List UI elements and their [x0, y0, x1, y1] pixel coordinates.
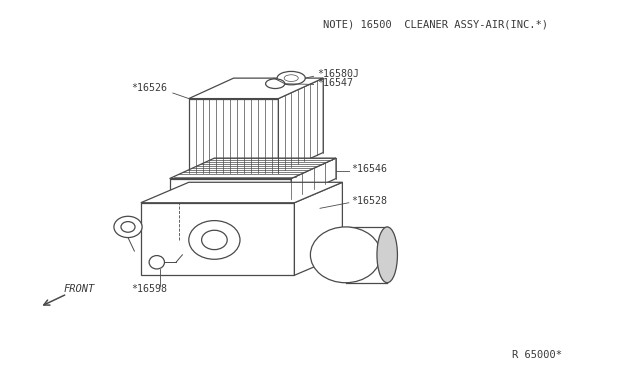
Polygon shape	[170, 179, 291, 199]
Polygon shape	[189, 78, 323, 99]
Ellipse shape	[121, 222, 135, 232]
Text: FRONT: FRONT	[64, 284, 95, 294]
Ellipse shape	[277, 71, 305, 85]
Text: *16526: *16526	[131, 83, 167, 93]
Ellipse shape	[266, 79, 285, 89]
Text: *16546: *16546	[351, 164, 387, 174]
Ellipse shape	[284, 75, 298, 81]
Ellipse shape	[377, 227, 397, 283]
Polygon shape	[189, 99, 278, 173]
Text: *16580J: *16580J	[317, 69, 359, 79]
Polygon shape	[294, 182, 342, 275]
Polygon shape	[291, 158, 336, 199]
Ellipse shape	[149, 256, 164, 269]
Text: R 65000*: R 65000*	[512, 350, 562, 360]
Polygon shape	[278, 78, 323, 173]
Polygon shape	[170, 158, 336, 179]
Text: NOTE) 16500  CLEANER ASSY-AIR(INC.*): NOTE) 16500 CLEANER ASSY-AIR(INC.*)	[323, 19, 548, 29]
Ellipse shape	[114, 216, 142, 238]
Ellipse shape	[202, 230, 227, 250]
Polygon shape	[141, 182, 342, 203]
Polygon shape	[141, 203, 294, 275]
Ellipse shape	[310, 227, 381, 283]
Text: *16598: *16598	[131, 284, 167, 294]
Text: *16547: *16547	[317, 77, 353, 87]
Ellipse shape	[189, 221, 240, 259]
Text: *16528: *16528	[351, 196, 387, 206]
